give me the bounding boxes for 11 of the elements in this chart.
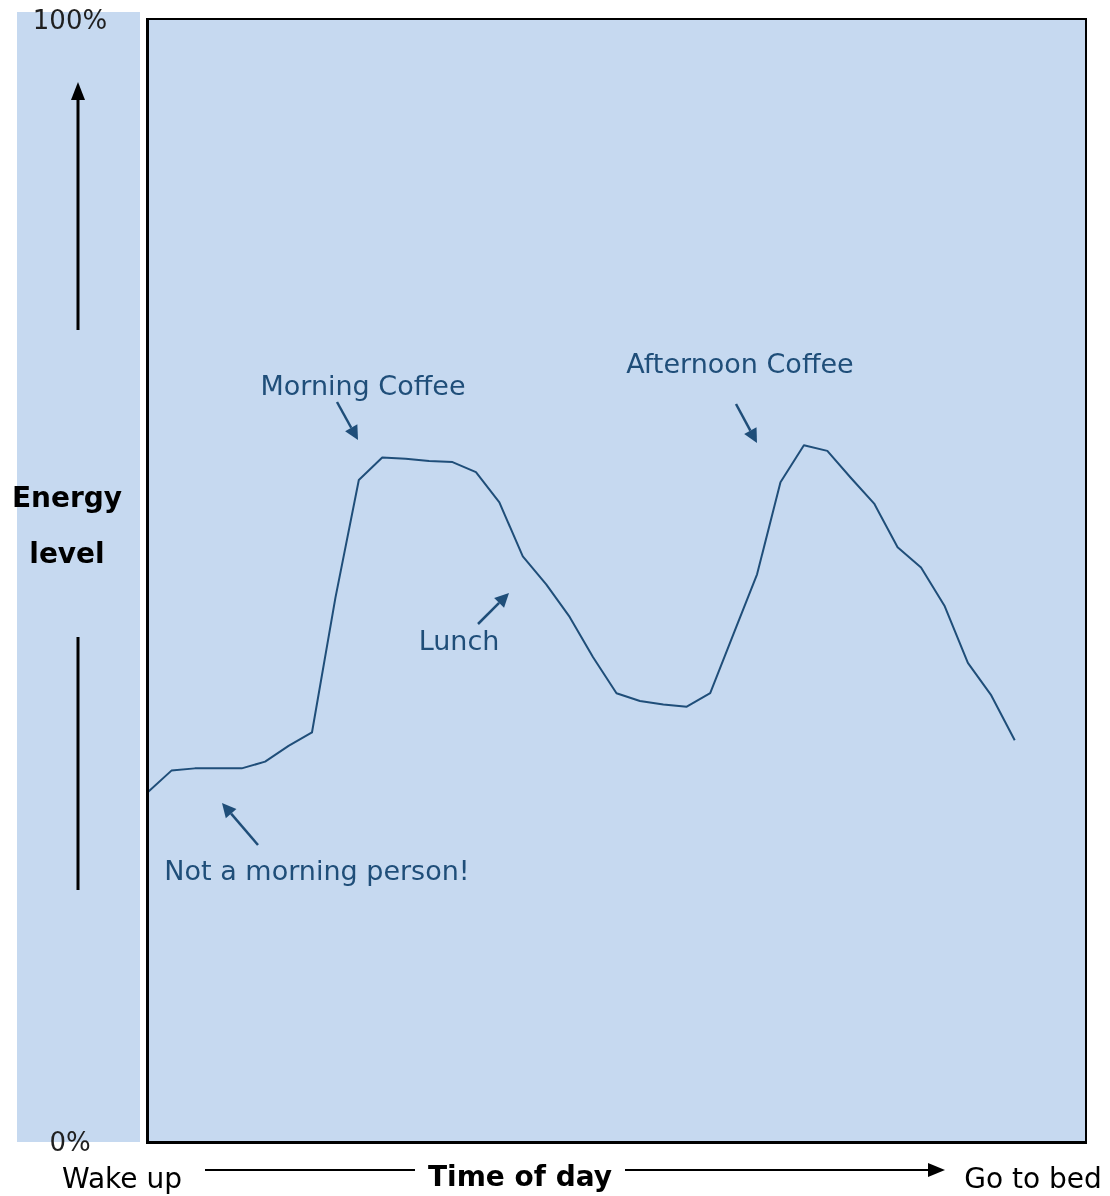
annotation: Lunch	[418, 624, 500, 656]
annotation: Afternoon Coffee	[626, 347, 854, 379]
annotation: Not a morning person!	[164, 854, 470, 886]
text: Wake up	[62, 1162, 182, 1195]
text: Go to bed	[964, 1162, 1102, 1195]
y-axis-title: Energy level	[10, 480, 124, 572]
line-series	[147, 444, 1016, 793]
x-axis-title: Time of day	[426, 1160, 614, 1193]
y-tick-label: 0%	[49, 1127, 91, 1158]
annotation: Morning Coffee	[260, 369, 466, 401]
y-tick-label: 100%	[32, 5, 108, 36]
